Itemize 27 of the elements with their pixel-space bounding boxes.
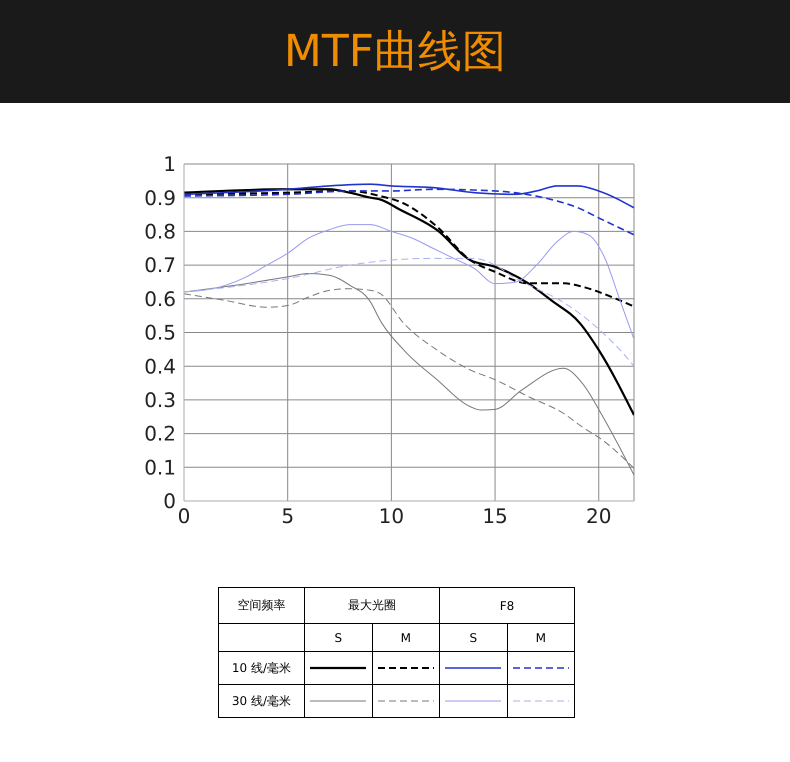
y-tick-label: 0.4 (144, 354, 176, 378)
y-tick-label: 0.7 (144, 253, 176, 278)
text: 最大光圈 (304, 588, 440, 624)
text: F8 (440, 588, 574, 624)
y-tick-label: 0.9 (144, 186, 176, 210)
x-tick-label: 10 (378, 504, 404, 528)
text: 10 线/毫米 (218, 652, 304, 684)
line-series (184, 258, 634, 367)
y-tick-label: 0.6 (144, 286, 176, 311)
text: S (440, 624, 507, 652)
x-tick-label: 20 (586, 504, 612, 528)
text: M (507, 624, 574, 652)
y-tick-label: 0 (163, 489, 176, 514)
text: M (372, 624, 440, 652)
text: 30 线/毫米 (218, 684, 304, 718)
y-tick-label: 1 (163, 152, 176, 176)
y-tick-label: 0.5 (144, 320, 176, 345)
text: S (304, 624, 372, 652)
text: 空间频率 (218, 588, 304, 624)
y-tick-label: 0.8 (144, 220, 176, 244)
chart-title: MTF曲线图 (284, 25, 506, 79)
x-tick-label: 15 (482, 504, 508, 528)
y-tick-label: 0.3 (144, 388, 176, 412)
x-tick-label: 5 (281, 504, 294, 528)
line-series (184, 224, 634, 340)
y-tick-label: 0.1 (144, 455, 176, 480)
y-tick-label: 0.2 (144, 422, 176, 446)
